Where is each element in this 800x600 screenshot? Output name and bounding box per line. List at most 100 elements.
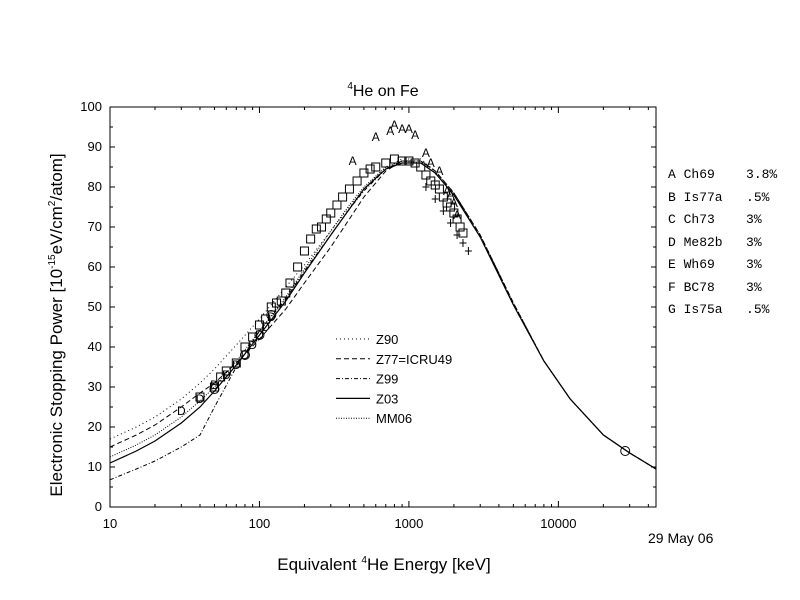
marker-square bbox=[381, 158, 391, 168]
x-tick-label: 1000 bbox=[394, 516, 423, 531]
marker-letter-a: A bbox=[411, 128, 419, 142]
x-tick-label: 100 bbox=[249, 516, 271, 531]
marker-square bbox=[449, 208, 459, 218]
y-tick-label: 80 bbox=[88, 179, 102, 194]
y-tick-label: 70 bbox=[88, 219, 102, 234]
y-tick-label: 50 bbox=[88, 299, 102, 314]
y-tick-label: 40 bbox=[88, 339, 102, 354]
marker-square bbox=[195, 392, 205, 402]
series-line-z99 bbox=[110, 160, 656, 481]
marker-letter-a: A bbox=[435, 164, 443, 178]
marker-letter-a: A bbox=[427, 156, 435, 170]
chart-title: 4He on Fe bbox=[347, 81, 418, 100]
legend-label: MM06 bbox=[376, 411, 412, 426]
marker-square bbox=[281, 288, 291, 298]
marker-letter-a: A bbox=[390, 118, 398, 132]
reference-entry: E Wh69 3% bbox=[668, 257, 762, 272]
marker-square bbox=[306, 234, 316, 244]
marker-square bbox=[271, 298, 281, 308]
marker-square bbox=[352, 176, 362, 186]
marker-square bbox=[446, 202, 456, 212]
marker-square bbox=[254, 320, 264, 330]
marker-letter-d: D bbox=[267, 310, 276, 324]
curves bbox=[110, 158, 656, 481]
y-tick-label: 100 bbox=[80, 99, 102, 114]
x-axis-label: Equivalent 4He Energy [keV] bbox=[277, 555, 490, 574]
marker-circle bbox=[254, 330, 265, 340]
legend-label: Z77=ICRU49 bbox=[376, 352, 452, 367]
x-tick-label: 10000 bbox=[540, 516, 576, 531]
marker-square bbox=[416, 162, 426, 172]
marker-square bbox=[421, 170, 431, 180]
reference-entry: A Ch69 3.8% bbox=[668, 167, 778, 182]
date-stamp: 29 May 06 bbox=[648, 530, 714, 546]
reference-entry: C Ch73 3% bbox=[668, 212, 762, 227]
marker-square bbox=[299, 246, 309, 256]
marker-square bbox=[458, 228, 468, 238]
marker-square bbox=[371, 162, 381, 172]
marker-letter-d: D bbox=[177, 404, 186, 418]
reference-entry: B Is77a .5% bbox=[668, 189, 770, 205]
marker-plus bbox=[464, 247, 472, 255]
marker-plus bbox=[439, 207, 447, 215]
marker-circle bbox=[209, 384, 220, 394]
y-tick-label: 20 bbox=[88, 419, 102, 434]
y-tick-label: 30 bbox=[88, 379, 102, 394]
marker-square bbox=[397, 156, 407, 166]
y-tick-label: 10 bbox=[88, 459, 102, 474]
marker-letter-d: D bbox=[241, 348, 250, 362]
marker-letter-d: D bbox=[255, 328, 264, 342]
marker-plus bbox=[431, 195, 439, 203]
y-tick-label: 0 bbox=[95, 499, 102, 514]
marker-square bbox=[344, 184, 354, 194]
reference-entry: D Me82b 3% bbox=[668, 234, 762, 250]
reference-entry: F BC78 3% bbox=[668, 279, 762, 295]
marker-letter-a: A bbox=[447, 188, 455, 202]
marker-letter-a: A bbox=[398, 122, 406, 136]
title-superscript: 4 bbox=[347, 81, 353, 92]
marker-letter-a: A bbox=[372, 130, 380, 144]
marker-square bbox=[216, 372, 226, 382]
marker-letter-a: A bbox=[386, 124, 394, 138]
marker-square bbox=[365, 164, 375, 174]
y-tick-label: 90 bbox=[88, 139, 102, 154]
marker-square bbox=[404, 156, 414, 166]
marker-letter-d: D bbox=[261, 320, 270, 334]
marker-letter-d: D bbox=[232, 358, 241, 372]
reference-list: A Ch69 3.8% B Is77a .5% C Ch73 3% D Me82b 3… bbox=[668, 164, 777, 322]
marker-plus bbox=[459, 239, 467, 247]
marker-square bbox=[338, 192, 348, 202]
legend-label: Z90 bbox=[376, 332, 398, 347]
legend-label: Z99 bbox=[376, 372, 398, 387]
marker-square bbox=[326, 208, 336, 218]
y-axis-label: Electronic Stopping Power [10-15eV/cm2/a… bbox=[47, 153, 66, 496]
marker-square bbox=[221, 366, 231, 376]
marker-letter-a: A bbox=[443, 184, 451, 198]
marker-plus bbox=[453, 231, 461, 239]
legend-label: Z03 bbox=[376, 391, 398, 406]
marker-plus bbox=[447, 219, 455, 227]
marker-plus bbox=[422, 183, 430, 191]
reference-entry: G Is75a .5% bbox=[668, 302, 770, 317]
marker-circle bbox=[266, 310, 277, 320]
marker-square bbox=[316, 222, 326, 232]
marker-letter-d: D bbox=[222, 368, 231, 382]
marker-square bbox=[455, 222, 465, 232]
marker-letter-d: D bbox=[248, 338, 257, 352]
marker-circle bbox=[620, 446, 631, 456]
marker-letter-a: A bbox=[405, 122, 413, 136]
marker-square bbox=[332, 200, 342, 210]
marker-square bbox=[311, 224, 321, 234]
series-line-mm06 bbox=[110, 160, 656, 470]
marker-letter-a: A bbox=[422, 146, 430, 160]
marker-square bbox=[231, 358, 241, 368]
marker-square bbox=[248, 332, 258, 342]
marker-square bbox=[285, 278, 295, 288]
marker-letter-d: D bbox=[196, 392, 205, 406]
marker-letter-a: A bbox=[349, 154, 357, 168]
marker-square bbox=[293, 262, 303, 272]
marker-circle bbox=[239, 350, 250, 360]
